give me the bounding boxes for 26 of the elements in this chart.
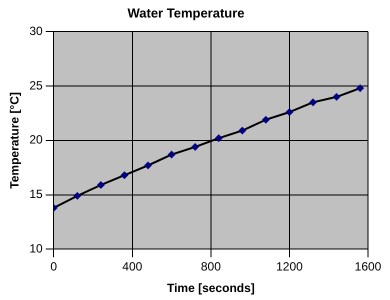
point (310, 98, 317, 106)
x-tick-label: 1600 (354, 260, 382, 274)
x-tick-label: 0 (50, 260, 58, 274)
point (120, 172, 128, 179)
point (97, 182, 104, 189)
point (356, 84, 364, 92)
x-tick-label: 400 (122, 260, 143, 274)
x-tick-label: 800 (200, 260, 222, 274)
point (144, 162, 152, 169)
point (238, 127, 246, 134)
point (215, 134, 222, 142)
y-axis-title: Temperature [°C] (8, 92, 22, 189)
y-tick-label: 30 (29, 24, 44, 38)
chart-title: Water Temperature (127, 5, 245, 20)
y-tick-label: 15 (29, 187, 44, 202)
point (286, 108, 293, 116)
y-tick-label: 10 (29, 242, 44, 256)
point (168, 151, 176, 158)
x-axis-title: Time [seconds] (166, 281, 255, 296)
point (333, 93, 340, 100)
point (262, 116, 270, 124)
point (192, 143, 199, 150)
point (74, 192, 81, 200)
y-tick-label: 20 (29, 132, 44, 147)
y-tick-label: 25 (29, 78, 44, 92)
x-tick-label: 1200 (276, 260, 304, 274)
